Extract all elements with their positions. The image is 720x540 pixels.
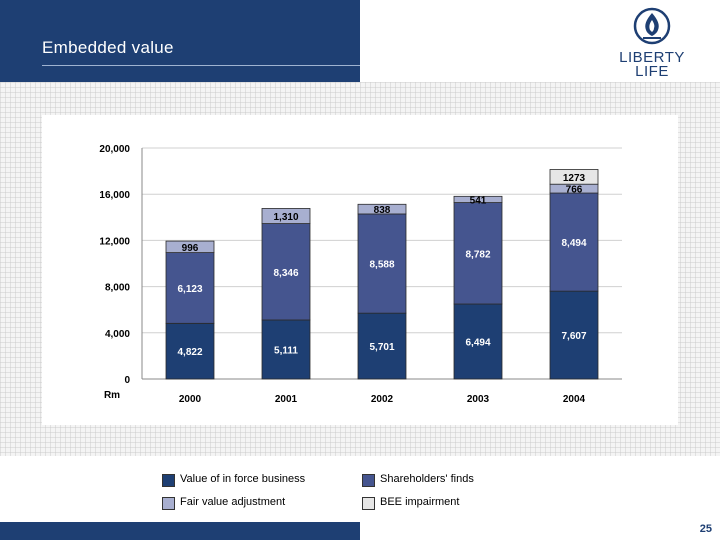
x-tick-label: 2004 (563, 394, 586, 405)
y-tick-label: 16,000 (99, 190, 130, 201)
data-label: 8,782 (465, 249, 490, 260)
header-band (0, 0, 360, 82)
y-axis-label: Rm (104, 390, 120, 401)
bar-segment (453, 195, 503, 203)
data-label: 996 (182, 243, 199, 254)
bar-segment (357, 203, 407, 215)
legend-swatch (362, 497, 375, 510)
page-number: 25 (699, 523, 712, 535)
bar-segment (261, 319, 311, 380)
bar-segment (261, 208, 311, 224)
slide-title: Embedded value (42, 38, 174, 57)
x-tick-label: 2002 (371, 394, 394, 405)
legend-label: Fair value adjustment (180, 496, 286, 508)
x-tick-label: 2001 (275, 394, 298, 405)
legend-swatch (162, 497, 175, 510)
x-tick-label: 2000 (179, 394, 202, 405)
bar-segment (261, 223, 311, 321)
legend-label: Value of in force business (180, 473, 306, 485)
data-label: 6,123 (177, 284, 202, 295)
legend-label: BEE impairment (380, 496, 460, 508)
data-label: 5,111 (274, 345, 298, 356)
data-label: 1273 (563, 173, 586, 184)
data-label: 4,822 (177, 347, 202, 358)
liberty-life-logo: LIBERTY LIFE (596, 6, 708, 82)
data-label: 5,701 (369, 342, 394, 353)
bar-segment (453, 303, 503, 380)
bar-segment (165, 240, 215, 253)
logo-text-line1: LIBERTY (619, 49, 685, 66)
flame-shield-icon (633, 7, 671, 45)
bar-segment (549, 169, 599, 185)
chart-panel: 0 4,000 8,000 12,000 16,000 20,000 Rm 4,822 6,12… (42, 115, 678, 425)
bar-segment (549, 192, 599, 292)
legend-swatch (362, 474, 375, 487)
data-label: 541 (470, 195, 487, 206)
embedded-value-chart: 0 4,000 8,000 12,000 16,000 20,000 Rm 4,822 6,12… (99, 144, 622, 405)
data-label: 8,494 (561, 238, 586, 249)
data-label: 7,607 (561, 331, 586, 342)
y-tick-label: 4,000 (105, 329, 130, 340)
y-tick-label: 12,000 (99, 236, 130, 247)
logo-text-line2: LIFE (635, 63, 669, 80)
footer-band (0, 522, 360, 540)
legend-swatch (162, 474, 175, 487)
y-tick-label: 20,000 (99, 144, 130, 155)
bar-segment (357, 213, 407, 314)
y-tick-label: 0 (124, 375, 130, 386)
data-label: 838 (374, 205, 391, 216)
y-tick-label: 8,000 (105, 283, 130, 294)
data-label: 8,588 (369, 260, 394, 271)
bar-segment (453, 202, 503, 305)
bar-segment (549, 290, 599, 380)
title-divider (42, 65, 360, 66)
data-label: 6,494 (465, 337, 490, 348)
data-label: 766 (566, 185, 583, 196)
data-label: 8,346 (273, 268, 298, 279)
legend-label: Shareholders' finds (380, 473, 474, 485)
bar-segment (357, 312, 407, 380)
data-label: 1,310 (273, 212, 298, 223)
x-tick-label: 2003 (467, 394, 490, 405)
